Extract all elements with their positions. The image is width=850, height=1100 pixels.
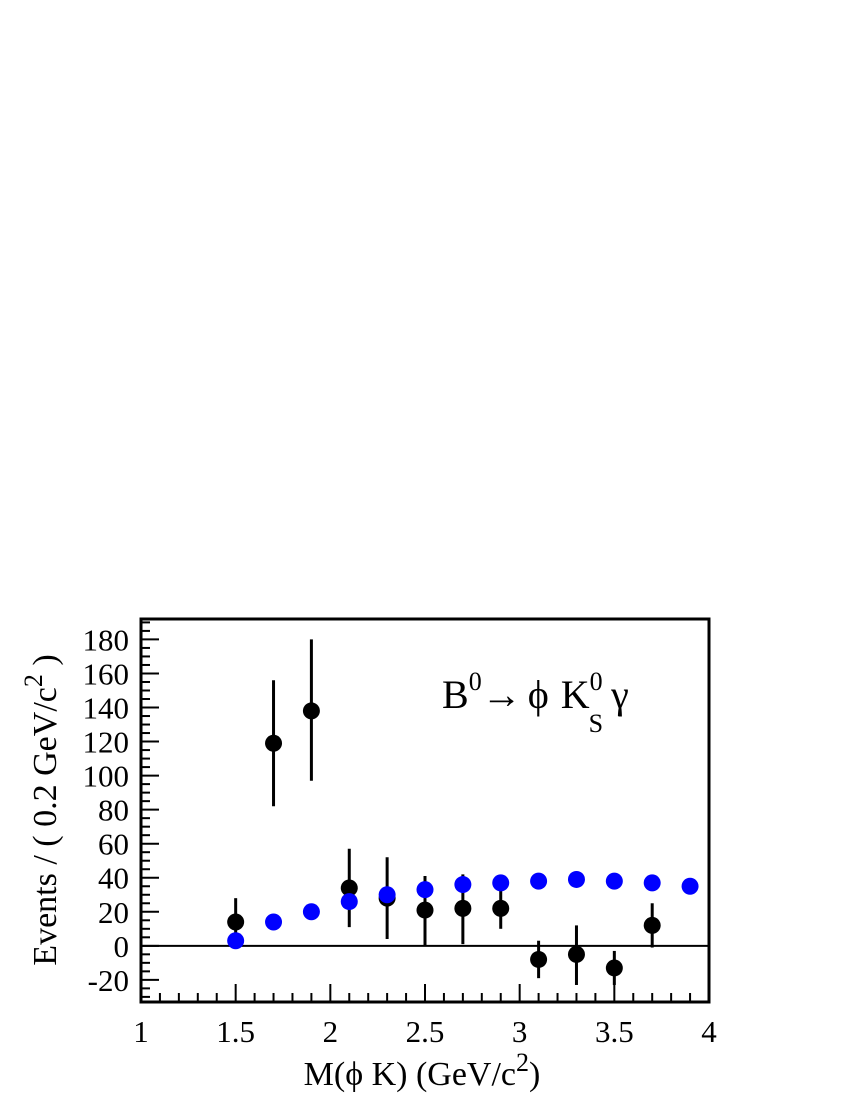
data-point xyxy=(265,913,283,931)
x-tick-label: 2.5 xyxy=(406,1014,445,1049)
data-point xyxy=(567,945,585,963)
y-tick-label: 0 xyxy=(114,929,130,964)
y-tick-label: 180 xyxy=(83,622,130,657)
data-point xyxy=(492,874,510,892)
y-axis-label: Events / ( 0.2 GeV/c2 ) xyxy=(19,654,64,965)
y-tick-label: 20 xyxy=(98,895,129,930)
y-tick-label: 120 xyxy=(83,725,130,760)
data-point xyxy=(227,932,245,950)
y-tick-label: 40 xyxy=(98,861,129,896)
data-point xyxy=(530,950,548,968)
data-point xyxy=(416,881,434,899)
data-point xyxy=(302,702,320,720)
data-point xyxy=(492,899,510,917)
data-point xyxy=(227,913,245,931)
data-point xyxy=(681,877,699,895)
x-tick-label: 1 xyxy=(133,1014,149,1049)
data-point xyxy=(265,734,283,752)
x-tick-labels: 1 1.5 2 2.5 3 3.5 4 xyxy=(133,1014,717,1049)
x-tick-label: 3.5 xyxy=(595,1014,634,1049)
data-point xyxy=(302,903,320,921)
data-point xyxy=(378,886,396,904)
data-point xyxy=(530,872,548,890)
data-point xyxy=(567,870,585,888)
y-tick-label: 140 xyxy=(83,691,130,726)
x-axis-label: M(ϕ K) (GeV/c2) xyxy=(304,1048,541,1093)
data-point xyxy=(340,879,358,897)
y-tick-label: 60 xyxy=(98,827,129,862)
y-tick-label: 80 xyxy=(98,793,129,828)
x-tick-label: 1.5 xyxy=(216,1014,255,1049)
y-tick-label: 160 xyxy=(83,656,130,691)
data-point xyxy=(454,876,472,894)
decay-annotation: B0→ ϕ K0 Sγ xyxy=(442,667,629,738)
y-tick-label: -20 xyxy=(88,963,129,998)
x-tick-label: 4 xyxy=(701,1014,717,1049)
data-point xyxy=(643,916,661,934)
y-tick-label: 100 xyxy=(83,759,130,794)
series-black-points xyxy=(227,639,661,985)
series-blue-points xyxy=(227,870,699,950)
data-marks xyxy=(227,639,699,985)
data-point xyxy=(340,893,358,911)
data-point xyxy=(643,874,661,892)
data-point xyxy=(454,899,472,917)
data-point xyxy=(416,901,434,919)
data-point xyxy=(605,872,623,890)
data-point xyxy=(605,959,623,977)
plot-frame xyxy=(139,617,711,1004)
x-tick-label: 3 xyxy=(512,1014,528,1049)
x-tick-label: 2 xyxy=(323,1014,339,1049)
